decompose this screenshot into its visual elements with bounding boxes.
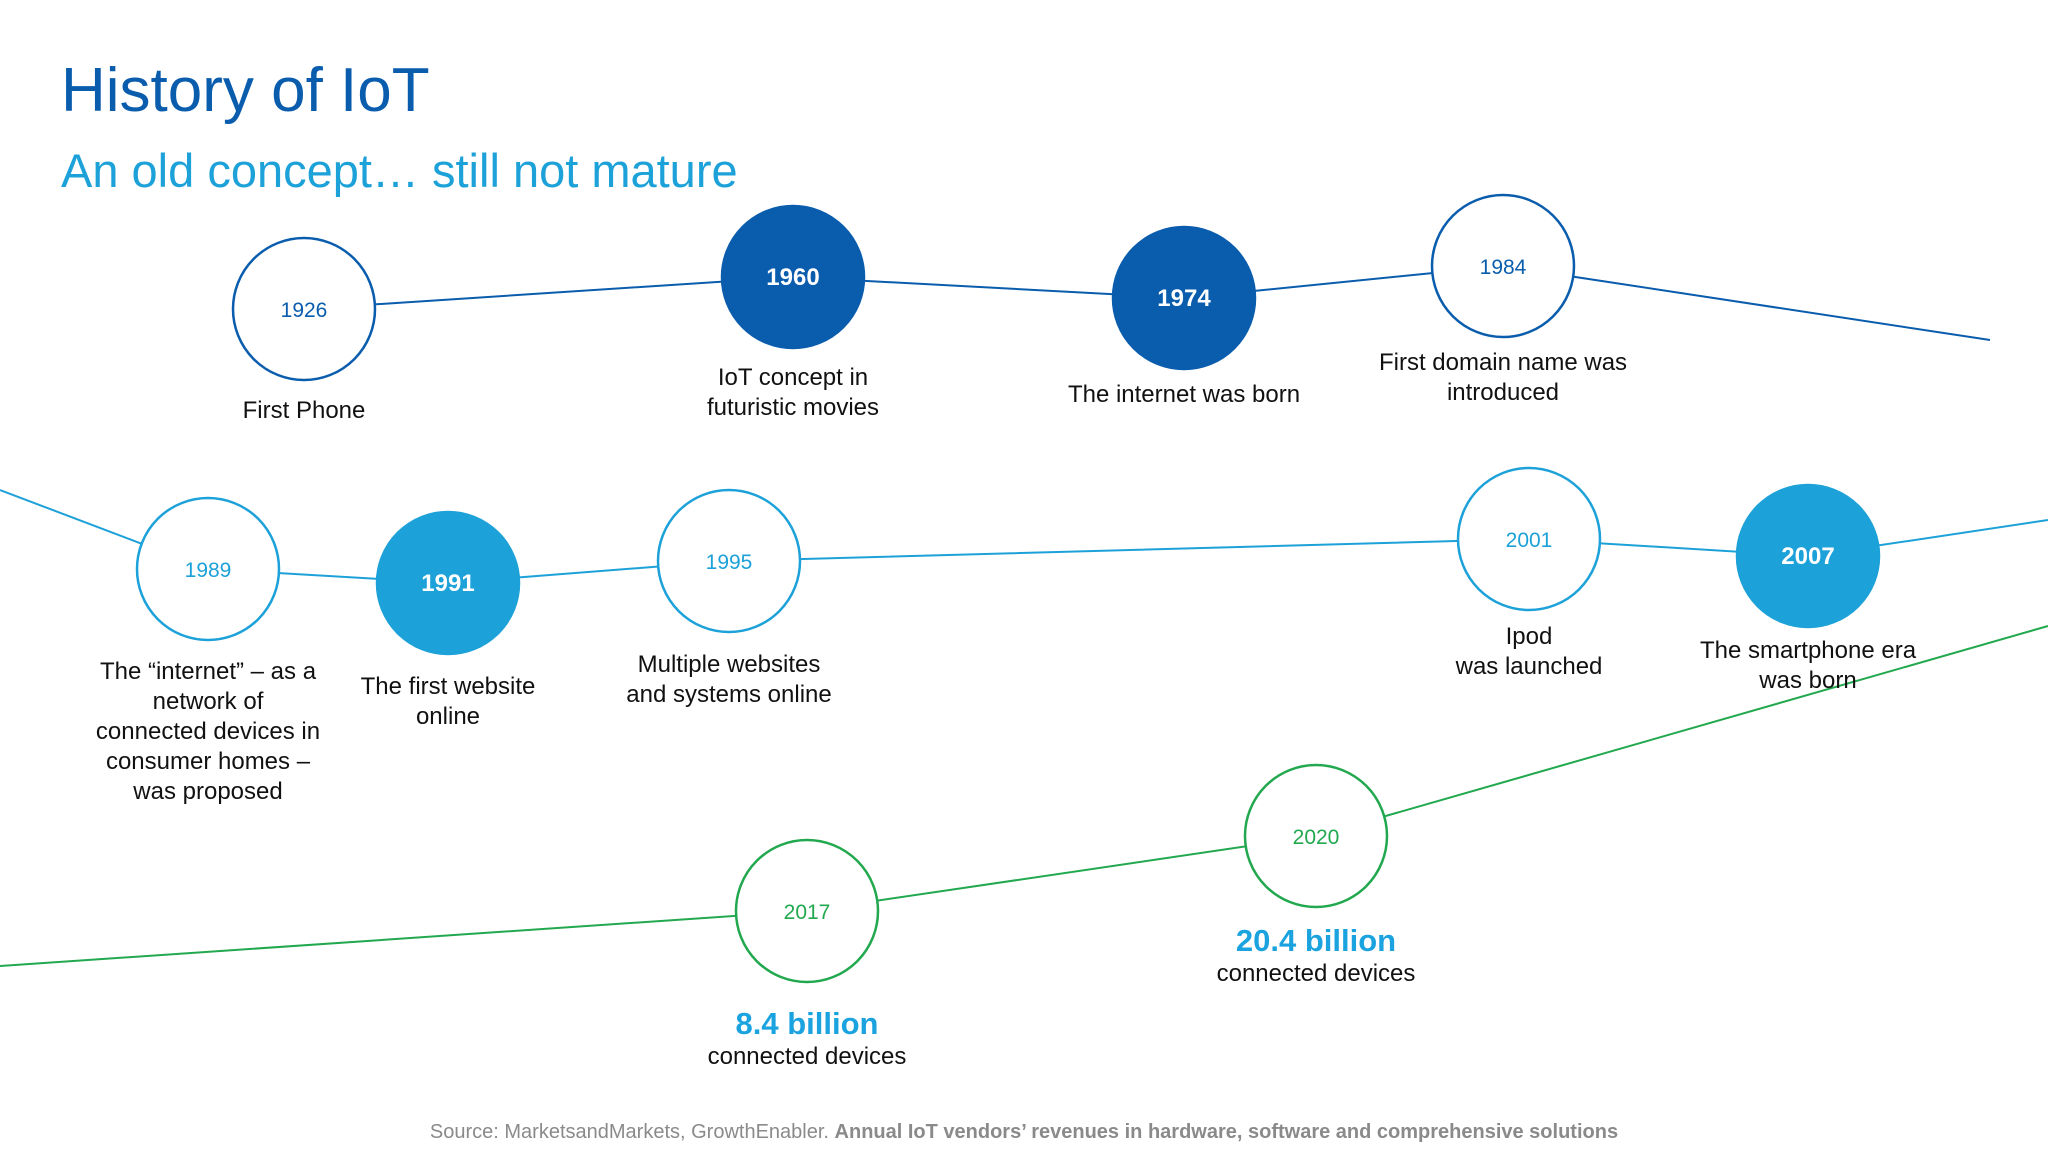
milestone-year: 1974 (1157, 285, 1211, 312)
milestone-year: 1984 (1480, 256, 1527, 279)
milestone-year: 2007 (1781, 543, 1834, 570)
milestone-label: The “internet” – as a network of connect… (95, 658, 321, 805)
source-prefix: Source: MarketsandMarkets, GrowthEnabler… (429, 1121, 829, 1143)
milestone-2001: 2001 (1456, 466, 1602, 612)
milestone-label: First Phone (242, 397, 366, 424)
milestone-2020: 2020 (1243, 763, 1389, 909)
milestone-1984: 1984 (1430, 193, 1576, 339)
milestone-1991: 1991 (375, 510, 521, 656)
milestone-circle (734, 838, 880, 984)
milestone-circle (135, 496, 281, 642)
stat-caption: connected devices (1216, 960, 1416, 987)
milestone-circle (231, 236, 377, 382)
milestone-label: The first website online (360, 673, 536, 730)
milestone-1974: 1974 (1111, 225, 1257, 371)
milestone-circle (1456, 466, 1602, 612)
milestone-year: 2001 (1506, 529, 1553, 552)
milestone-year: 1989 (185, 559, 232, 582)
stat-value: 8.4 billion (735, 1006, 879, 1041)
milestone-year: 1960 (766, 264, 819, 291)
stat-caption: connected devices (707, 1043, 907, 1070)
stat-value: 20.4 billion (1235, 923, 1397, 958)
milestone-stat: 8.4 billion connected devices (708, 1006, 907, 1072)
milestone-circle (1735, 483, 1881, 629)
milestone-year: 1991 (421, 570, 474, 597)
milestone-label: Ipod was launched (1455, 623, 1603, 680)
milestone-circle (720, 204, 866, 350)
milestone-1995: 1995 (656, 488, 802, 634)
milestone-2007: 2007 (1735, 483, 1881, 629)
milestone-label: First domain name was introduced (1378, 349, 1628, 406)
milestone-circle (1111, 225, 1257, 371)
timeline-line (0, 625, 2048, 967)
milestone-circle (1430, 193, 1576, 339)
milestone-year: 1926 (281, 299, 328, 322)
page-title: History of IoT (61, 56, 430, 125)
milestone-label: The internet was born (1067, 381, 1301, 408)
milestone-1926: 1926 (231, 236, 377, 382)
milestone-2017: 2017 (734, 838, 880, 984)
milestone-year: 2017 (784, 901, 831, 924)
milestone-label: Multiple websites and systems online (626, 651, 832, 708)
milestone-circle (375, 510, 521, 656)
milestone-circle (1243, 763, 1389, 909)
milestone-year: 2020 (1293, 826, 1340, 849)
source-note: Source: MarketsandMarkets, GrowthEnabler… (0, 1121, 2048, 1144)
milestone-year: 1995 (706, 551, 753, 574)
milestone-label: The smartphone era was born (1699, 637, 1917, 694)
milestone-stat: 20.4 billion connected devices (1217, 923, 1416, 989)
milestone-circle (656, 488, 802, 634)
milestone-1960: 1960 (720, 204, 866, 350)
milestone-label: IoT concept in futuristic movies (706, 364, 880, 421)
milestone-1989: 1989 (135, 496, 281, 642)
source-emphasis: Annual IoT vendors’ revenues in hardware… (834, 1121, 1619, 1143)
page-subtitle: An old concept… still not mature (61, 144, 738, 197)
